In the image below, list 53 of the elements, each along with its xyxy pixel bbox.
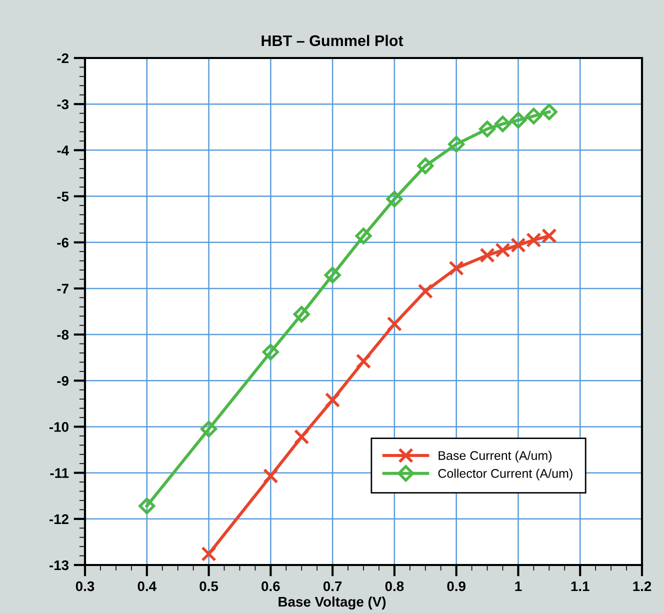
x-tick-label: 0.7 <box>323 581 342 592</box>
point <box>263 468 278 484</box>
point <box>386 190 403 208</box>
point <box>293 306 310 323</box>
legend-label: Base Current (A/um) <box>438 450 552 462</box>
point <box>355 228 372 244</box>
point <box>418 284 434 299</box>
y-tick-label: -8 <box>57 330 69 340</box>
y-tick-label: -4 <box>57 146 69 156</box>
point <box>480 248 495 263</box>
point <box>386 316 402 332</box>
point <box>479 120 496 138</box>
x-tick-label: 0.4 <box>138 581 156 592</box>
y-tick-label: -2 <box>57 53 68 64</box>
point <box>525 108 542 124</box>
point <box>417 158 434 174</box>
point <box>448 136 465 152</box>
y-tick-label: -7 <box>57 284 68 294</box>
y-tick-label: -6 <box>57 238 69 248</box>
y-tick-label: -3 <box>57 99 69 110</box>
point <box>324 392 340 408</box>
y-tick-label: -10 <box>50 422 68 432</box>
x-tick-label: 1.1 <box>571 581 590 592</box>
point <box>510 237 526 253</box>
x-axis-title: Base Voltage (V) <box>278 596 386 610</box>
point <box>201 546 216 562</box>
y-tick-label: -11 <box>50 468 69 478</box>
y-tick-label: -12 <box>50 514 68 524</box>
x-tick-label: 1 <box>515 581 522 592</box>
point <box>526 232 542 248</box>
point <box>542 228 557 244</box>
point <box>262 344 279 360</box>
x-tick-label: 0.6 <box>262 581 280 592</box>
point <box>138 498 156 514</box>
y-tick-label: -5 <box>57 192 69 202</box>
x-tick-label: 0.3 <box>76 581 94 592</box>
y-tick-label: -9 <box>57 376 69 386</box>
point <box>200 420 218 438</box>
legend-label: Collector Current (A/um) <box>438 468 572 480</box>
x-tick-label: 0.9 <box>447 581 466 592</box>
point <box>494 116 512 132</box>
point <box>495 242 510 258</box>
point <box>324 266 341 284</box>
point <box>448 260 464 276</box>
point <box>356 354 372 369</box>
point <box>510 112 526 128</box>
y-tick-label: -13 <box>50 560 69 570</box>
point <box>540 104 558 120</box>
chart-title: HBT – Gummel Plot <box>262 34 404 46</box>
x-tick-label: 1.2 <box>633 581 652 592</box>
point <box>294 429 310 445</box>
x-tick-label: 0.8 <box>385 581 404 592</box>
x-tick-label: 0.5 <box>200 581 218 592</box>
